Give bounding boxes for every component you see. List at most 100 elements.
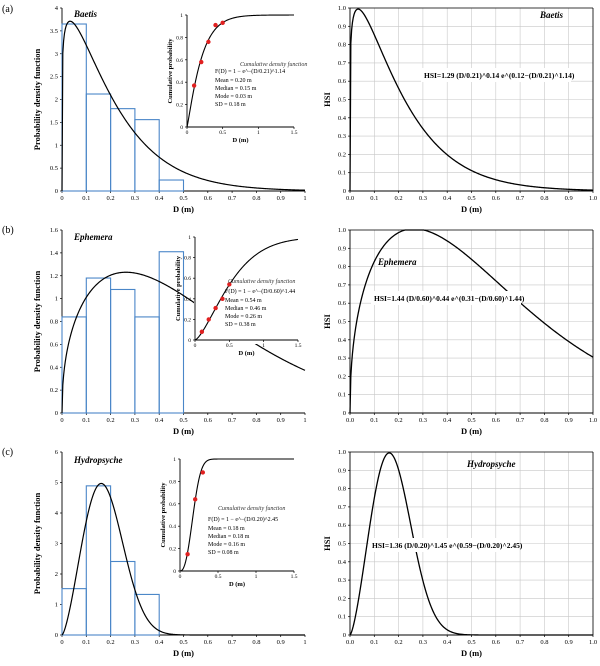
x-tick-label: 0.8 [540, 195, 548, 202]
hsi-equation-background [371, 291, 521, 305]
x-tick-label: 1.0 [589, 195, 597, 202]
y-tick-label: 0 [188, 338, 191, 344]
cdf-fit-curve [194, 238, 299, 341]
pdf-x-axis-label: D (m) [173, 648, 194, 658]
inset-stat-line: Median = 0.46 m [225, 306, 267, 312]
y-tick-label: 0.7 [338, 282, 347, 289]
y-tick-label: 3 [55, 541, 58, 548]
y-tick-label: 0 [55, 188, 58, 195]
y-tick-label: 1 [188, 235, 191, 241]
cdf-data-point [199, 59, 204, 65]
y-tick-label: 0.1 [338, 392, 346, 399]
x-tick-label: 0.4 [443, 639, 452, 646]
inset-x-axis-label: D (m) [229, 581, 245, 588]
panel-label: (a) [2, 4, 13, 15]
x-tick-label: 0.9 [565, 195, 573, 202]
x-tick-label: 0.8 [252, 195, 260, 202]
y-tick-label: 0.8 [338, 42, 346, 49]
hsi-y-axis-label: HSI [322, 535, 332, 550]
histogram-bar [85, 277, 112, 414]
y-tick-label: 0.2 [50, 387, 58, 394]
x-tick-label: 0.7 [516, 639, 525, 646]
x-tick-label: 0.3 [131, 639, 139, 646]
y-tick-label: 1.4 [50, 250, 59, 257]
y-tick-label: 0.4 [338, 337, 347, 344]
inset-title: Cumulative density function [228, 278, 295, 285]
inset-y-axis-label: Cumulative probability [160, 482, 167, 548]
inset-formula: F(D) = 1 − e^−(D/0.20)^2.45 [208, 516, 278, 523]
x-tick-label: 0.2 [395, 195, 403, 202]
x-tick-label: 0 [60, 417, 63, 424]
histogram-bar [110, 108, 136, 192]
y-tick-label: 1.0 [338, 227, 346, 234]
y-tick-label: 0.4 [338, 115, 347, 122]
y-tick-label: 0.6 [338, 78, 347, 85]
cdf-data-point [220, 20, 225, 26]
pdf-plot: 0 0.1 0.2 0.3 0.4 0.5 0.6 0.7 0.8 0.9 1 0 1 2 3 4 5 6 D (m… [32, 449, 307, 658]
x-tick-label: 0.1 [82, 639, 90, 646]
x-tick-label: 1.5 [295, 343, 302, 349]
x-tick-label: 0.9 [565, 417, 573, 424]
cdf-data-point [206, 39, 211, 45]
hsi-y-axis-label: HSI [322, 313, 332, 328]
y-tick-label: 0.5 [50, 165, 58, 172]
cdf-data-point [185, 552, 190, 557]
x-tick-label: 0.3 [419, 195, 427, 202]
hsi-equation-background [421, 68, 571, 82]
hsi-equation: HSI=1.36 (D/0.20)^1.45 e^(0.59−(D/0.20)^… [372, 541, 523, 550]
y-tick-label: 2.5 [50, 74, 58, 81]
hsi-equation: HSI=1.29 (D/0.21)^0.14 e^(0.12−(D/0.21)^… [424, 71, 575, 80]
y-tick-label: 0 [343, 188, 346, 195]
y-tick-label: 0.6 [50, 341, 59, 348]
pdf-fit-curve [61, 20, 306, 192]
hsi-plot: 0.0 0.1 0.2 0.3 0.4 0.5 0.6 0.7 0.8 0.9 1.0 0 0.1 0.2… [322, 449, 597, 658]
y-tick-label: 0.2 [338, 373, 346, 380]
pdf-y-axis-label: Probability density function [32, 493, 42, 595]
y-tick-label: 0.8 [169, 479, 176, 485]
x-tick-label: 0.3 [131, 195, 139, 202]
y-tick-label: 0.1 [338, 170, 346, 177]
panel-b: (b)0 0.1 0.2 0.3 0.4 0.5 0.6 0.7 0.8 0.9 100.20.40… [2, 225, 597, 436]
y-tick-label: 0 [173, 569, 176, 575]
cdf-data-point [200, 470, 205, 475]
panel-a: (a) 0 0.1 0.2 0.3 0.4 0.5 0.6 0.7 0.8 0.9 1 0 0.5 1 1.5… [2, 4, 597, 214]
cdf-fit-curve [179, 458, 294, 572]
hsi-y-axis-label: HSI [322, 91, 332, 106]
x-tick-label: 0.0 [346, 417, 354, 424]
x-tick-label: 0.5 [179, 417, 187, 424]
cdf-data-point [206, 317, 211, 322]
x-tick-label: 0.6 [492, 195, 501, 202]
x-tick-label: 1.0 [589, 417, 597, 424]
hsi-curve [349, 8, 594, 192]
y-tick-label: 0.2 [338, 595, 346, 602]
inset-title: Cumulative density function [240, 61, 307, 68]
y-tick-label: 0.4 [169, 524, 176, 530]
hsi-species-title: Hydropsyche [466, 459, 516, 469]
inset-formula: F(D) = 1 − e^−(D/0.21)^1.14 [215, 68, 285, 75]
cdf-data-point [227, 282, 232, 287]
y-tick-label: 4 [55, 510, 59, 517]
y-tick-label: 2 [55, 571, 58, 578]
pdf-y-axis-label: Probability density function [32, 49, 42, 151]
y-tick-label: 0.9 [338, 245, 346, 252]
x-tick-label: 1 [303, 195, 306, 202]
histogram-bar [134, 119, 160, 192]
species-title: Hydropsyche [73, 455, 123, 465]
y-tick-label: 0.7 [338, 60, 347, 67]
x-tick-label: 0.8 [540, 417, 548, 424]
cdf-data-point [193, 497, 198, 502]
pdf-plot: 0 0.1 0.2 0.3 0.4 0.5 0.6 0.7 0.8 0.9 1 0 0.5 1 1.5 2 2.… [32, 5, 307, 214]
y-tick-label: 1.2 [50, 273, 58, 280]
hsi-x-axis-label: D (m) [461, 648, 482, 658]
y-tick-label: 0.6 [338, 300, 347, 307]
y-tick-label: 0.8 [184, 256, 191, 262]
panel-c: (c) 0 0.1 0.2 0.3 0.4 0.5 0.6 0.7 0.8 0.9 1 0 1 2 3 4 5 6 D… [2, 447, 597, 658]
y-tick-label: 0.4 [50, 364, 59, 371]
y-tick-label: 0.9 [338, 467, 346, 474]
x-tick-label: 0.8 [252, 639, 260, 646]
y-tick-label: 3.5 [50, 28, 58, 35]
y-tick-label: 1 [173, 457, 176, 463]
inset-stat-line: Mean = 0.18 m [208, 526, 245, 532]
inset-stat-line: SD = 0.08 m [208, 550, 239, 556]
